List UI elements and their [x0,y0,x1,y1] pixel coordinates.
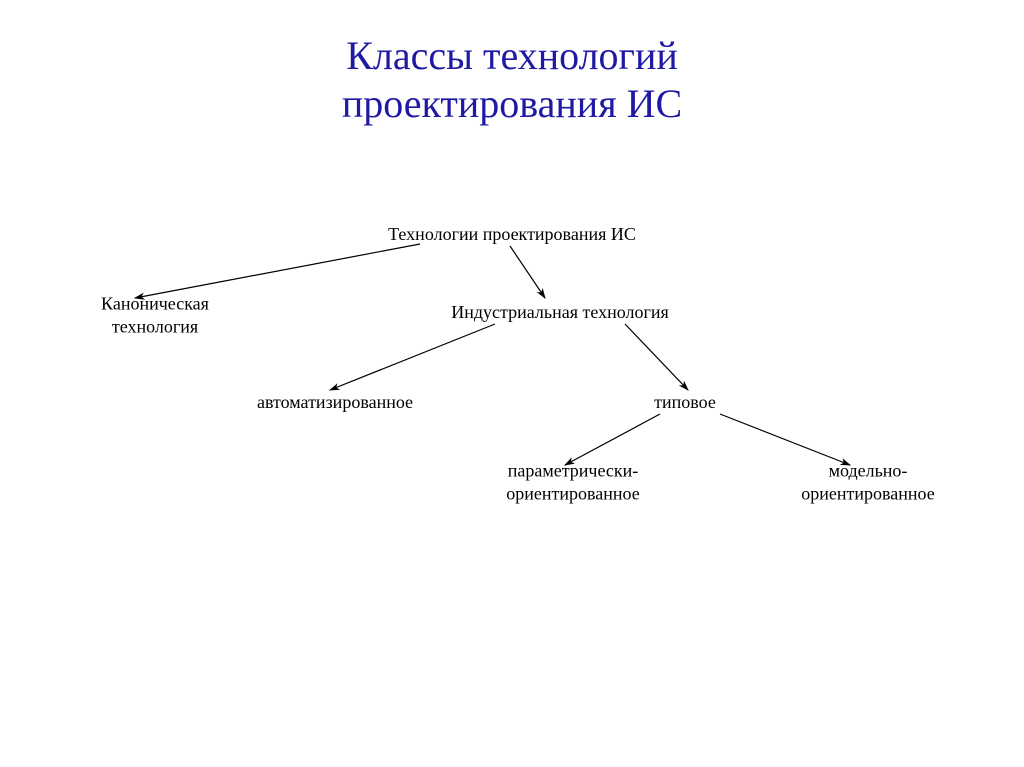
tree-node-indust: Индустриальная технология [451,301,669,324]
tree-edge [565,414,660,465]
tree-edge [135,244,420,298]
tree-edge [330,324,495,390]
tree-node-auto: автоматизированное [257,391,413,414]
tree-node-typo: типовое [654,391,716,414]
tree-edge [720,414,850,465]
tree-node-model: модельно- ориентированное [801,460,934,505]
tree-node-canon: Каноническая технология [101,293,209,338]
page-title: Классы технологий проектирования ИС [0,32,1024,128]
tree-node-param: параметрически- ориентированное [506,460,639,505]
tree-node-root: Технологии проектирования ИС [388,223,636,246]
tree-edge [510,246,545,298]
tree-edge [625,324,688,390]
